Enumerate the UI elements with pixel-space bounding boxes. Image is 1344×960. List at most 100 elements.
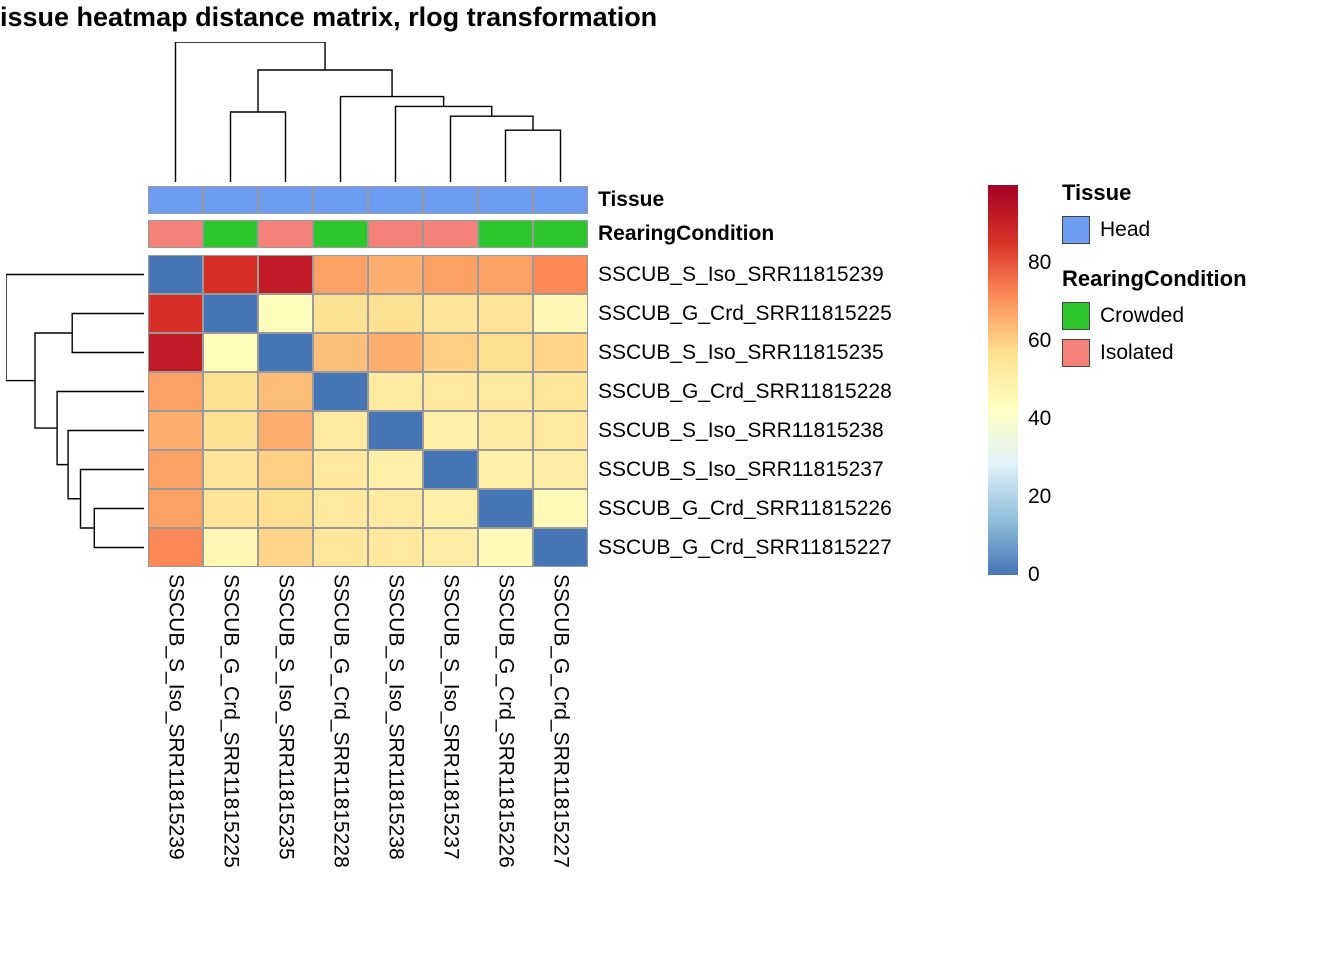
heatmap-cell [258,372,313,411]
col-label: SSCUB_S_Iso_SRR11815235 [274,574,298,860]
heatmap-cell [148,528,203,567]
heatmap-cell [478,294,533,333]
crowded-color-swatch [1062,302,1090,330]
heatmap-cell [313,450,368,489]
heatmap-cell [148,489,203,528]
heatmap-cell [313,528,368,567]
annotation-cell [368,220,423,248]
col-labels: SSCUB_S_Iso_SRR11815239 SSCUB_G_Crd_SRR11… [148,574,588,954]
col-dendrogram [174,42,562,182]
heatmap-cell [203,255,258,294]
colorbar-ticks: 0 20 40 60 80 [1028,185,1088,586]
heatmap-cell [203,411,258,450]
heatmap-cell [258,255,313,294]
dendrogram-branch [93,507,144,549]
annotation-cell [478,186,533,214]
heatmap-cell [533,411,588,450]
legend-item-label: Head [1100,218,1151,241]
heatmap-cell [533,255,588,294]
heatmap-cell [258,450,313,489]
heatmap-cell [478,372,533,411]
legend-item-head: Head [1062,216,1332,244]
row-label: SSCUB_S_Iso_SRR11815238 [598,419,884,442]
heatmap-cell [533,450,588,489]
heatmap-cell [148,333,203,372]
annotation-cell [148,186,203,214]
col-label: SSCUB_G_Crd_SRR11815225 [219,574,243,868]
heatmap-cell [423,411,478,450]
heatmap-cell [203,528,258,567]
legend-item-crowded: Crowded [1062,302,1332,330]
dendrogram-branch [79,468,144,529]
col-label: SSCUB_G_Crd_SRR11815226 [494,574,518,868]
heatmap-cell [478,333,533,372]
heatmap-cell [423,333,478,372]
heatmap-cell [203,294,258,333]
dendrogram-branch [56,390,144,466]
dendrogram-branch [67,429,144,500]
row-label: SSCUB_S_Iso_SRR11815237 [598,458,884,481]
row-label: SSCUB_G_Crd_SRR11815225 [598,302,892,325]
heatmap-cell [148,411,203,450]
row-dendrogram [6,273,144,549]
heatmap-cell [368,450,423,489]
heatmap-cell [313,411,368,450]
dendrogram-branch [174,42,326,182]
heatmap-cell [368,333,423,372]
heatmap-cell [258,294,313,333]
heatmap-cell [533,489,588,528]
row-label: SSCUB_G_Crd_SRR11815228 [598,380,892,403]
heatmap-cell [368,528,423,567]
row-label: SSCUB_S_Iso_SRR11815239 [598,263,884,286]
heatmap-grid [148,255,588,567]
dendrogram-branch [339,95,445,182]
heatmap-cell [313,372,368,411]
colorbar-tick-label: 0 [1028,563,1040,586]
row-label: SSCUB_G_Crd_SRR11815227 [598,536,892,559]
heatmap-cell [478,255,533,294]
heatmap-cell [203,333,258,372]
annotation-cell [368,186,423,214]
heatmap-cell [368,255,423,294]
legend-tissue-title: Tissue [1062,180,1132,205]
dendrogram-branch [229,111,287,182]
colorbar-tick-label: 40 [1028,407,1052,430]
heatmap-cell [423,450,478,489]
col-label: SSCUB_G_Crd_SRR11815228 [329,574,353,868]
heatmap-cell [313,294,368,333]
heatmap-cell [533,333,588,372]
row-label: SSCUB_S_Iso_SRR11815235 [598,341,884,364]
heatmap-cell [533,372,588,411]
heatmap-cell [148,294,203,333]
heatmap-cell [478,528,533,567]
heatmap-cell [478,411,533,450]
annotation-cell [313,220,368,248]
legend-item-label: Crowded [1100,304,1185,327]
annotation-cell [533,186,588,214]
rearing-bar [148,220,588,248]
heatmap-cell [423,489,478,528]
heatmap-cell [258,333,313,372]
dendrogram-branch [394,105,493,182]
colorbar-tick-label: 80 [1028,251,1052,274]
heatmap-cell [533,294,588,333]
heatmap-cell [258,411,313,450]
tissue-bar [148,186,588,214]
heatmap-cell [148,255,203,294]
dendrogram-branch [71,312,144,354]
legend-item-isolated: Isolated [1062,339,1332,367]
annotation-cell [203,220,258,248]
col-label: SSCUB_G_Crd_SRR11815227 [549,574,573,868]
row-label: SSCUB_G_Crd_SRR11815226 [598,497,892,520]
dendrogram-branch [6,273,144,382]
colorbar [988,185,1018,575]
heatmap-cell [368,372,423,411]
annotation-cell [148,220,203,248]
heatmap-cell [478,450,533,489]
heatmap-cell [258,489,313,528]
annotation-cell [478,220,533,248]
annotation-cell [258,220,313,248]
heatmap-cell [533,528,588,567]
heatmap-cell [478,489,533,528]
